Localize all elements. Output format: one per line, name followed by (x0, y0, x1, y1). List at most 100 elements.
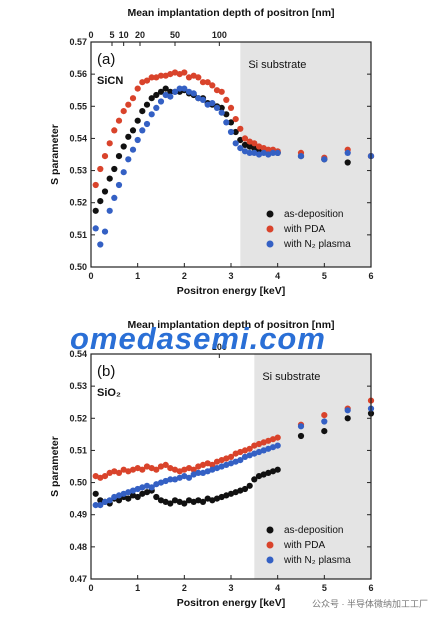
data-point (125, 495, 132, 502)
y-tick-label: 0.54 (69, 133, 87, 143)
data-point (213, 495, 221, 502)
data-point (134, 85, 141, 92)
data-point (344, 407, 351, 414)
data-point (218, 109, 225, 116)
data-point (246, 482, 253, 489)
data-point (101, 153, 109, 160)
data-point (209, 466, 216, 473)
data-point (241, 141, 249, 148)
data-point (255, 448, 263, 456)
data-point (246, 149, 253, 156)
data-point (195, 497, 202, 504)
y-tick-label: 0.55 (69, 101, 87, 111)
data-point (195, 95, 202, 102)
data-point (176, 85, 183, 92)
y-tick-label: 0.47 (69, 574, 87, 584)
panel-label: (a) (97, 51, 115, 68)
legend-label: with N₂ plasma (283, 239, 351, 250)
data-point (171, 476, 179, 483)
data-point (125, 489, 132, 496)
data-point (274, 149, 281, 156)
data-point (246, 445, 253, 452)
legend-label: with PDA (283, 540, 325, 551)
data-point (269, 149, 277, 156)
data-point (241, 485, 249, 493)
data-point (213, 465, 221, 472)
watermark-text: omedasemi.com (70, 321, 326, 356)
data-point (139, 490, 146, 497)
data-point (125, 133, 132, 140)
y-tick-label: 0.53 (69, 166, 87, 176)
data-point (255, 151, 263, 158)
data-point (129, 146, 137, 153)
data-point (143, 463, 151, 470)
data-point (111, 468, 118, 475)
y-axis-label: S parameter (49, 124, 61, 185)
data-point (167, 476, 174, 483)
data-point (167, 71, 174, 78)
data-point (265, 146, 272, 153)
data-point (162, 461, 169, 468)
data-point (111, 493, 118, 501)
top-axis-label: Mean implantation depth of positron [nm] (127, 7, 334, 19)
chart-panel-b: Mean implantation depth of positron [nm]… (49, 319, 375, 609)
data-point (344, 415, 351, 422)
data-point (199, 79, 207, 86)
data-point (153, 74, 160, 81)
y-tick-label: 0.50 (69, 262, 87, 272)
y-tick-label: 0.51 (69, 230, 87, 240)
data-point (129, 487, 137, 494)
legend-marker (266, 225, 274, 233)
top-tick-label: 100 (212, 342, 227, 352)
data-point (227, 119, 235, 126)
si-substrate-label: Si substrate (248, 59, 306, 71)
data-point (171, 88, 179, 95)
data-point (181, 500, 188, 507)
data-point (297, 423, 305, 430)
data-point (227, 460, 235, 467)
x-tick-label: 2 (182, 583, 187, 593)
data-point (148, 111, 155, 118)
data-point (237, 448, 244, 456)
legend-label: as-deposition (284, 209, 343, 220)
legend-marker (266, 526, 274, 534)
data-point (237, 487, 244, 494)
legend-marker (266, 541, 274, 549)
data-point (199, 498, 207, 505)
top-tick-label: 5 (109, 30, 114, 40)
data-point (120, 108, 127, 115)
si-substrate-label: Si substrate (262, 371, 320, 383)
data-point (92, 502, 99, 509)
chart-marks (92, 397, 375, 509)
data-point (157, 479, 165, 486)
data-point (101, 473, 109, 480)
data-point (157, 72, 165, 79)
data-point (148, 74, 155, 81)
y-tick-label: 0.49 (69, 510, 87, 520)
top-tick-label: 0 (88, 30, 93, 40)
data-point (213, 458, 221, 465)
data-point (153, 104, 160, 111)
data-point (171, 497, 179, 504)
data-point (321, 418, 328, 425)
data-point (148, 95, 155, 102)
data-point (199, 96, 207, 103)
data-point (153, 466, 160, 473)
x-tick-label: 5 (322, 583, 327, 593)
data-point (157, 98, 165, 105)
data-point (139, 484, 146, 491)
data-point (227, 453, 235, 460)
data-point (213, 87, 221, 94)
top-tick-label: 20 (135, 30, 145, 40)
data-point (134, 117, 141, 124)
data-point (106, 497, 113, 504)
data-point (106, 207, 113, 214)
data-point (148, 484, 155, 491)
data-point (269, 436, 277, 443)
data-point (251, 149, 258, 156)
data-point (97, 165, 104, 173)
x-tick-label: 6 (368, 583, 373, 593)
legend-label: as-deposition (284, 525, 343, 536)
data-point (237, 457, 244, 464)
data-point (97, 198, 104, 205)
